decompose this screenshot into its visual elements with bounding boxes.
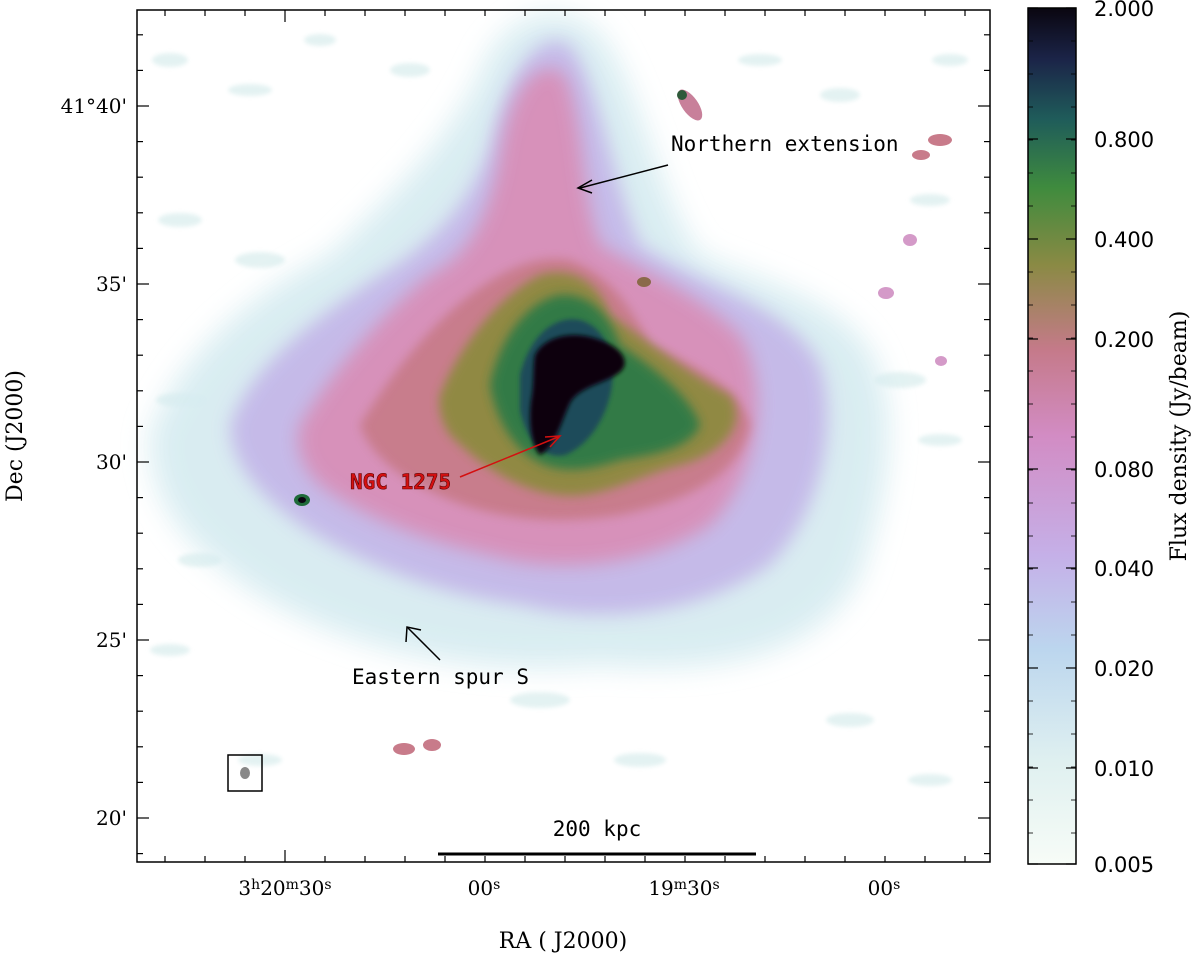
colorbar-tick-label: 0.040	[1094, 557, 1154, 581]
eastern-arrow	[407, 627, 441, 661]
colorbar-title: Flux density (Jy/beam)	[1167, 311, 1192, 562]
beam-box	[227, 754, 263, 792]
colorbar-tick-label: 0.400	[1094, 228, 1154, 252]
y-tick-label: 30'	[96, 450, 127, 474]
y-tick-label: 35'	[96, 272, 127, 296]
colorbar-tick-label: 2.000	[1094, 0, 1154, 21]
x-tick-label: 3h20m30s	[238, 876, 331, 900]
colorbar-ticks	[1028, 7, 1076, 865]
axes	[137, 10, 990, 862]
scale-bar-label: 200 kpc	[553, 817, 642, 841]
colorbar-tick-label: 0.020	[1094, 657, 1154, 681]
y-tick-label: 25'	[96, 628, 127, 652]
y-axis-title: Dec (J2000)	[3, 370, 28, 502]
ngc-arrow	[459, 436, 559, 478]
x-tick-label: 19m30s	[648, 876, 719, 900]
point-sources	[294, 89, 952, 755]
eastern-arrowhead	[405, 626, 422, 643]
colorbar-tick-label: 0.080	[1094, 458, 1154, 482]
y-tick-label: 20'	[96, 806, 127, 830]
colorbar-tick-label: 0.005	[1094, 853, 1154, 877]
colorbar-tick-label: 0.800	[1094, 128, 1154, 152]
x-tick-label: 00s	[868, 876, 901, 900]
x-axis-title: RA ( J2000)	[499, 929, 627, 954]
x-tick-label: 00s	[468, 876, 501, 900]
colorbar-tick-label: 0.200	[1094, 328, 1154, 352]
beam-ellipse	[240, 767, 250, 779]
plot-frame	[136, 9, 991, 863]
eastern-spur-label: Eastern spur S	[352, 665, 529, 689]
radio-emission	[150, 14, 889, 668]
northern-arrow	[579, 164, 669, 189]
ngc-arrowhead	[544, 435, 562, 448]
noise-background	[150, 34, 968, 786]
northern-extension-label: Northern extension	[671, 132, 899, 156]
ngc-1275-label: NGC 1275	[350, 470, 451, 494]
northern-arrowhead	[576, 179, 593, 194]
colorbar	[1027, 7, 1077, 865]
colorbar-tick-label: 0.010	[1094, 757, 1154, 781]
y-tick-label: 41°40'	[61, 94, 127, 118]
